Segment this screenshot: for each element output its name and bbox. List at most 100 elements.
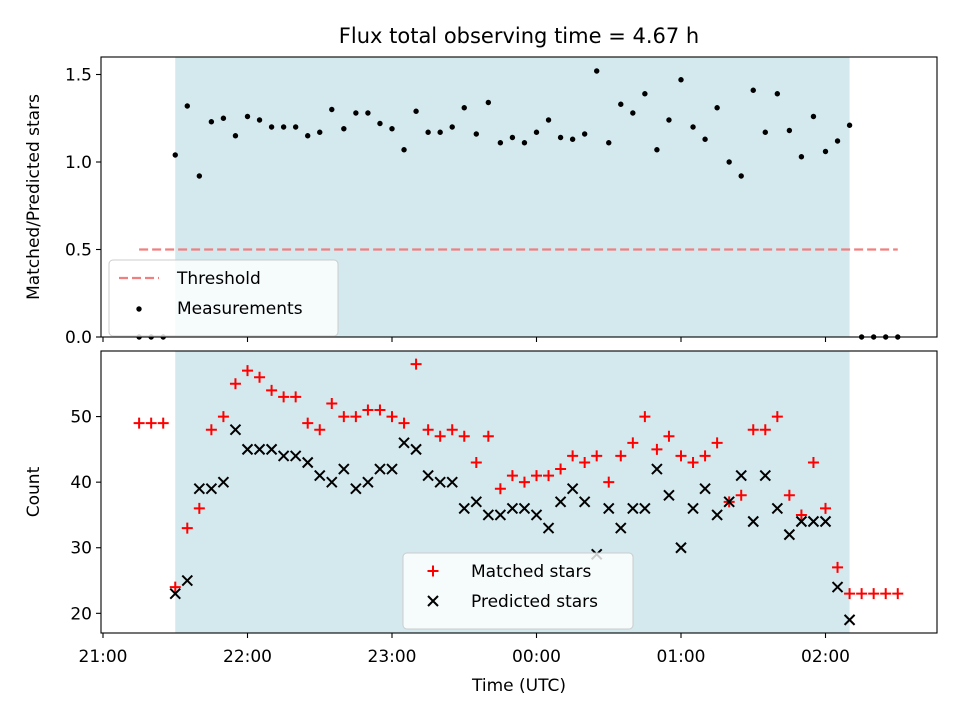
matched-stars-point xyxy=(844,588,856,600)
matched-stars-point xyxy=(771,411,783,423)
measurement-point xyxy=(509,134,516,141)
matched-stars-point xyxy=(807,456,819,468)
matched-stars-point xyxy=(422,424,434,436)
measurement-point xyxy=(786,127,793,134)
x-tick-label: 02:00 xyxy=(801,647,850,667)
plot-frame xyxy=(100,350,938,634)
matched-stars-point xyxy=(518,476,530,488)
matched-stars-point xyxy=(326,397,338,409)
plot-frame xyxy=(100,56,938,338)
matched-stars-point xyxy=(820,502,831,514)
matched-stars-point xyxy=(350,411,362,423)
predicted-stars-point xyxy=(241,443,254,456)
y-tick-label: 1.0 xyxy=(65,153,92,173)
measurement-point xyxy=(220,115,227,121)
predicted-stars-point xyxy=(398,437,410,449)
measurement-point xyxy=(521,140,528,146)
matched-stars-point xyxy=(651,443,663,455)
measurement-point xyxy=(642,91,648,97)
predicted-stars-point xyxy=(735,469,747,482)
predicted-stars-point xyxy=(470,496,482,508)
matched-stars-point xyxy=(290,391,302,403)
measurement-point xyxy=(317,129,323,135)
measurement-point xyxy=(533,129,540,135)
measurement-point xyxy=(353,110,359,116)
legend-box xyxy=(402,552,634,630)
measurement-point xyxy=(738,173,744,179)
predicted-stars-point xyxy=(687,502,699,515)
predicted-stars-point xyxy=(169,587,181,600)
matched-stars-point xyxy=(434,430,446,442)
x-tick-label: 21:00 xyxy=(79,647,128,667)
predicted-stars-point xyxy=(265,443,278,456)
measurement-point xyxy=(822,148,829,155)
legend-label: Measurements xyxy=(177,299,303,319)
matched-stars-point xyxy=(266,384,278,396)
predicted-stars-point xyxy=(615,522,627,534)
matched-stars-point xyxy=(181,522,193,534)
predicted-stars-point xyxy=(362,476,374,488)
predicted-stars-point xyxy=(506,502,519,515)
predicted-stars-point xyxy=(193,483,206,495)
measurement-point xyxy=(244,113,251,120)
y-tick-label: 1.5 xyxy=(65,66,92,86)
predicted-stars-point xyxy=(205,483,218,495)
x-tick-label: 23:00 xyxy=(368,647,417,667)
predicted-stars-point xyxy=(627,502,639,515)
predicted-stars-point xyxy=(229,423,242,436)
matched-stars-point xyxy=(783,489,795,501)
matched-stars-point xyxy=(603,476,615,488)
matched-stars-point xyxy=(193,502,205,514)
y-tick-label: 40 xyxy=(70,473,92,493)
matched-stars-point xyxy=(711,437,723,449)
measurement-point xyxy=(425,129,431,135)
measurement-point xyxy=(280,124,287,130)
predicted-stars-point xyxy=(530,509,543,521)
y-axis-label: Count xyxy=(24,466,44,517)
measurement-point xyxy=(485,99,492,106)
measurement-point xyxy=(196,173,203,179)
matched-stars-point xyxy=(699,450,711,462)
matched-stars-point xyxy=(205,424,217,436)
measurement-point xyxy=(654,147,660,153)
predicted-stars-point xyxy=(289,450,302,462)
predicted-stars-point xyxy=(723,496,735,508)
matched-stars-point xyxy=(856,588,868,600)
predicted-stars-point xyxy=(338,463,350,475)
measurement-point xyxy=(810,113,817,120)
predicted-stars-point xyxy=(302,456,314,469)
measurement-point xyxy=(774,91,781,97)
predicted-stars-point xyxy=(554,496,567,508)
matched-stars-point xyxy=(675,450,687,462)
predicted-stars-point xyxy=(326,476,338,488)
predicted-stars-point xyxy=(566,483,579,495)
measurement-point xyxy=(594,68,600,74)
matched-stars-point xyxy=(627,437,639,449)
measurement-point xyxy=(305,133,311,139)
predicted-stars-point xyxy=(434,476,446,488)
predicted-stars-point xyxy=(386,463,398,475)
measurement-point xyxy=(473,131,479,137)
matched-stars-point xyxy=(157,417,169,429)
predicted-stars-point xyxy=(831,581,844,593)
predicted-stars-point xyxy=(711,509,723,521)
legend-label: Threshold xyxy=(176,269,261,289)
matched-stars-point xyxy=(386,411,398,423)
matched-stars-point xyxy=(506,470,518,482)
x-tick-label: 01:00 xyxy=(657,647,706,667)
series-matched-stars xyxy=(133,358,904,600)
matched-stars-point xyxy=(615,450,627,462)
matched-stars-point xyxy=(759,424,771,436)
y-tick-label: 0.5 xyxy=(65,241,92,261)
measurement-point xyxy=(557,134,564,141)
measurement-point xyxy=(329,106,335,113)
measurement-point xyxy=(545,117,552,123)
matched-stars-point xyxy=(446,424,458,436)
predicted-stars-point xyxy=(494,509,507,521)
y-tick-label: 30 xyxy=(70,539,92,559)
matched-stars-point xyxy=(892,588,904,600)
predicted-stars-point xyxy=(578,496,591,508)
matched-stars-point xyxy=(217,411,229,423)
measurement-point xyxy=(449,124,455,130)
